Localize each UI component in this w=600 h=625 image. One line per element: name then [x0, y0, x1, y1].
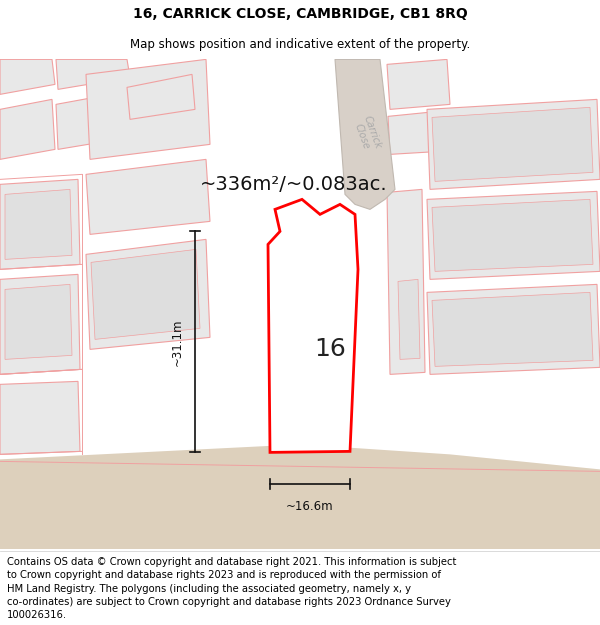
- Text: ~31.1m: ~31.1m: [170, 318, 184, 366]
- Polygon shape: [0, 444, 600, 549]
- Polygon shape: [56, 91, 130, 149]
- Polygon shape: [0, 99, 55, 159]
- Text: Contains OS data © Crown copyright and database right 2021. This information is : Contains OS data © Crown copyright and d…: [7, 557, 457, 620]
- Polygon shape: [0, 59, 55, 94]
- Polygon shape: [0, 381, 80, 454]
- Polygon shape: [56, 59, 130, 89]
- Text: ~336m²/~0.083ac.: ~336m²/~0.083ac.: [200, 175, 388, 194]
- Polygon shape: [388, 111, 440, 154]
- Text: 16, CARRICK CLOSE, CAMBRIDGE, CB1 8RQ: 16, CARRICK CLOSE, CAMBRIDGE, CB1 8RQ: [133, 8, 467, 21]
- Polygon shape: [432, 199, 593, 271]
- Polygon shape: [91, 249, 200, 339]
- Polygon shape: [127, 74, 195, 119]
- Polygon shape: [427, 99, 600, 189]
- Text: ~16.6m: ~16.6m: [286, 500, 334, 513]
- Polygon shape: [86, 59, 210, 159]
- Polygon shape: [86, 159, 210, 234]
- Polygon shape: [5, 189, 72, 259]
- Text: Map shows position and indicative extent of the property.: Map shows position and indicative extent…: [130, 38, 470, 51]
- Polygon shape: [0, 274, 80, 374]
- Polygon shape: [427, 284, 600, 374]
- Polygon shape: [432, 107, 593, 181]
- Text: Carrick
Close: Carrick Close: [351, 114, 383, 154]
- Polygon shape: [268, 199, 358, 452]
- Polygon shape: [86, 239, 210, 349]
- Polygon shape: [387, 59, 450, 109]
- Polygon shape: [335, 59, 395, 209]
- Polygon shape: [398, 279, 420, 359]
- Polygon shape: [0, 179, 80, 269]
- Polygon shape: [427, 191, 600, 279]
- Polygon shape: [432, 292, 593, 366]
- Text: 16: 16: [314, 338, 346, 361]
- Polygon shape: [5, 284, 72, 359]
- Polygon shape: [387, 189, 425, 374]
